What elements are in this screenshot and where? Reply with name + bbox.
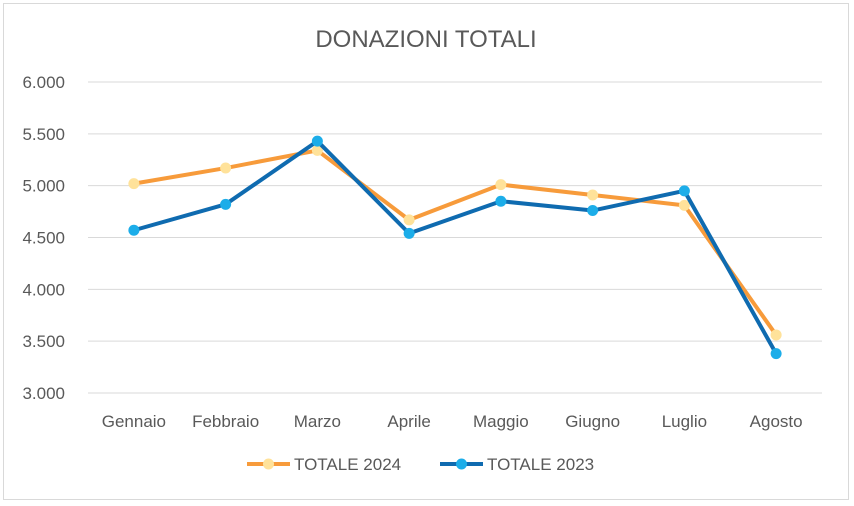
- legend-label: TOTALE 2023: [487, 455, 594, 474]
- chart-title: DONAZIONI TOTALI: [315, 26, 536, 53]
- data-point: [403, 227, 415, 239]
- y-tick-label: 4.500: [22, 229, 65, 248]
- y-tick-label: 6.000: [22, 73, 65, 92]
- x-tick-label: Maggio: [473, 412, 529, 431]
- y-tick-label: 5.000: [22, 177, 65, 196]
- x-tick-label: Aprile: [387, 412, 430, 431]
- series-group: [128, 135, 782, 360]
- data-point: [220, 198, 232, 210]
- legend: TOTALE 2024 TOTALE 2023: [247, 455, 594, 474]
- y-axis-ticks: 3.000 3.500 4.000 4.500 5.000 5.500 6.000: [22, 73, 65, 403]
- legend-marker: [263, 458, 274, 470]
- x-tick-label: Luglio: [662, 412, 707, 431]
- x-tick-label: Agosto: [750, 412, 803, 431]
- data-point: [678, 185, 690, 197]
- data-point: [311, 144, 323, 156]
- legend-item: TOTALE 2024: [247, 455, 401, 474]
- x-axis-ticks: Gennaio Febbraio Marzo Aprile Maggio Giugno Lu…: [102, 412, 803, 431]
- chart-frame: [3, 3, 849, 500]
- data-point: [678, 199, 690, 211]
- legend-marker: [456, 458, 467, 470]
- data-point: [495, 195, 507, 207]
- y-tick-label: 3.500: [22, 332, 65, 351]
- data-point: [587, 189, 599, 201]
- gridlines: [88, 81, 822, 394]
- data-point: [311, 135, 323, 147]
- x-tick-label: Giugno: [565, 412, 620, 431]
- data-point: [128, 224, 140, 236]
- y-tick-label: 5.500: [22, 125, 65, 144]
- series-line: [131, 148, 779, 337]
- data-point: [128, 178, 140, 190]
- data-point: [587, 205, 599, 217]
- y-tick-label: 4.000: [22, 280, 65, 299]
- series-2: [128, 135, 782, 360]
- data-point: [770, 329, 782, 341]
- legend-label: TOTALE 2024: [294, 455, 401, 474]
- x-tick-label: Marzo: [294, 412, 341, 431]
- series-1: [128, 144, 782, 341]
- x-tick-label: Febbraio: [192, 412, 259, 431]
- legend-item: TOTALE 2023: [440, 455, 594, 474]
- x-tick-label: Gennaio: [102, 412, 166, 431]
- data-point: [495, 179, 507, 191]
- y-tick-label: 3.000: [22, 384, 65, 403]
- series-line: [131, 139, 779, 356]
- data-point: [770, 348, 782, 360]
- data-point: [220, 162, 232, 174]
- data-point: [403, 214, 415, 226]
